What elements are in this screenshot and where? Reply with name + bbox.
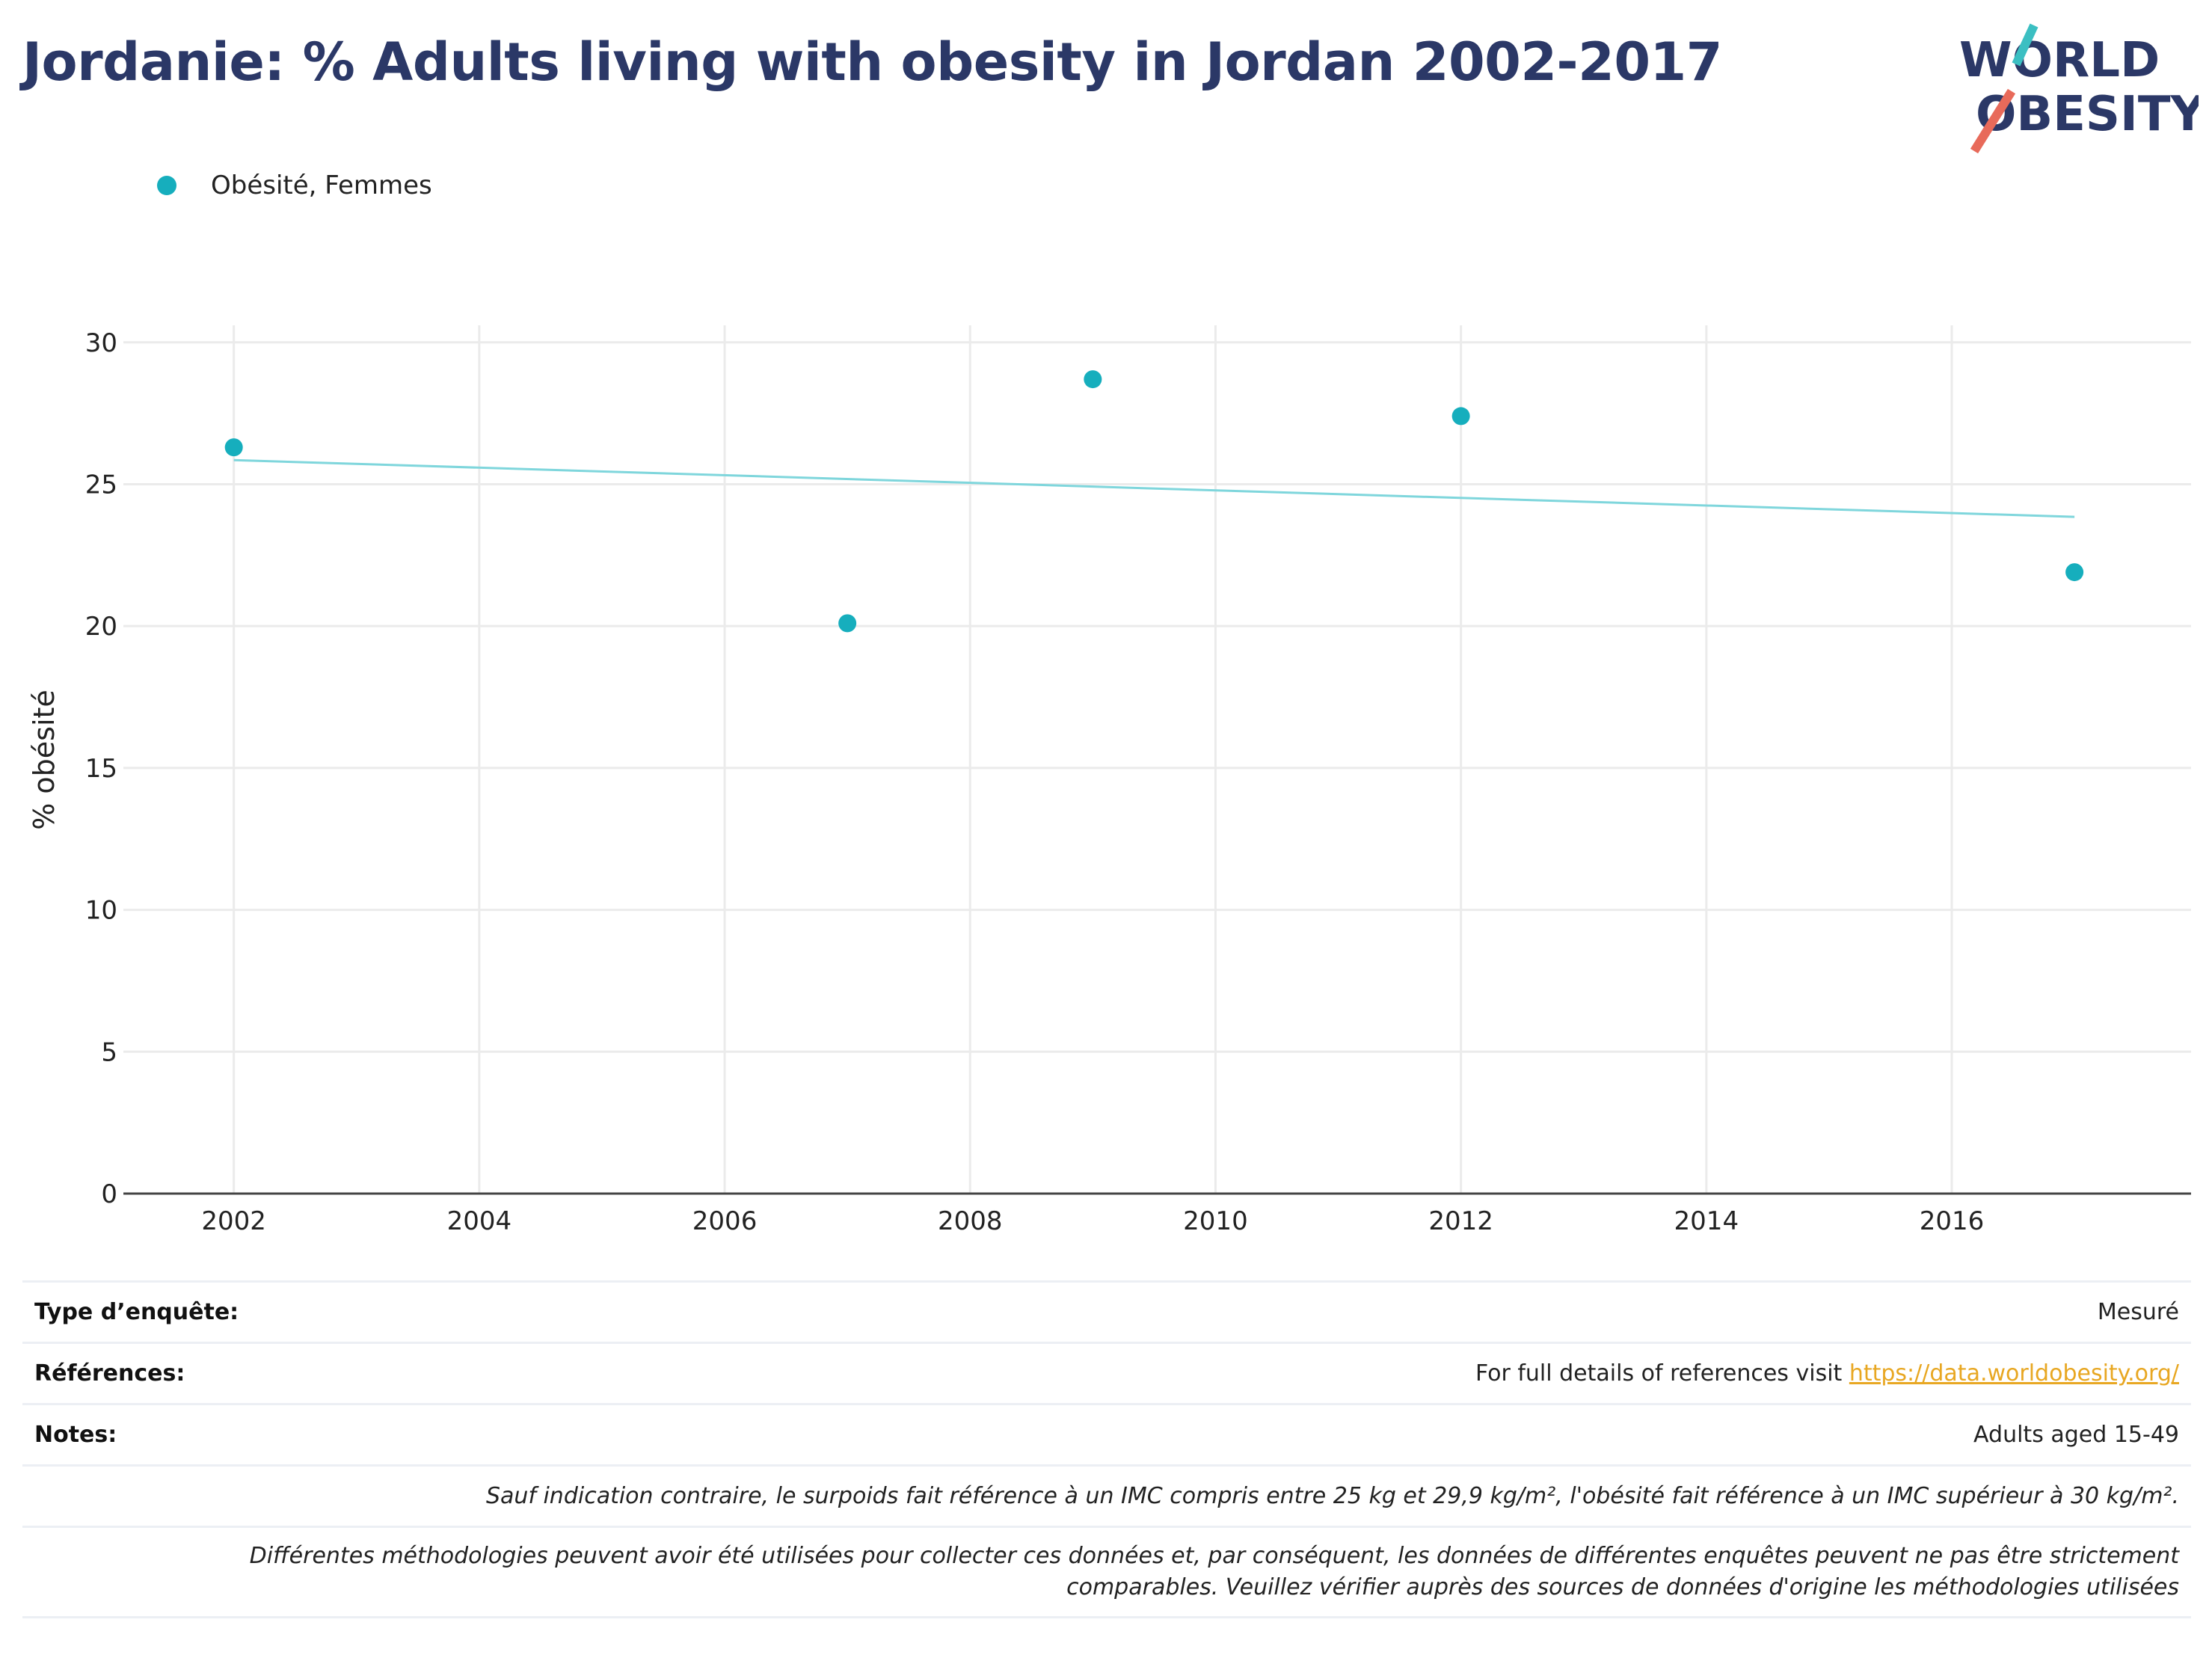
references-link[interactable]: https://data.worldobesity.org/: [1849, 1360, 2179, 1387]
data-point-2017[interactable]: [2065, 563, 2084, 582]
logo-accent-coral: [1970, 88, 2016, 154]
logo-accent-teal: [2012, 23, 2039, 67]
y-tick-label-30: 30: [85, 328, 117, 358]
data-point-2009[interactable]: [1084, 370, 1102, 389]
trend-line: [233, 458, 2075, 518]
legend-marker: [157, 176, 176, 195]
survey-label: Type d’enquête:: [34, 1299, 239, 1325]
world-obesity-logo: WORLD OBESITY: [1959, 23, 2199, 154]
bmi-note: Sauf indication contraire, le surpoids f…: [485, 1483, 2179, 1509]
data-point-2007[interactable]: [838, 614, 857, 633]
x-tick-label-2016: 2016: [1920, 1206, 1985, 1236]
data-points: [224, 370, 2084, 633]
notes-label: Notes:: [34, 1422, 117, 1448]
y-tick-label-15: 15: [85, 754, 117, 784]
legend-label: Obésité, Femmes: [211, 171, 432, 200]
y-tick-label-5: 5: [101, 1037, 117, 1067]
methods-note-line-1: Différentes méthodologies peuvent avoir …: [249, 1543, 2179, 1569]
survey-row: Type d’enquête: Mesuré: [22, 1280, 2191, 1342]
y-tick-label-0: 0: [101, 1179, 117, 1209]
trendline: [233, 458, 2075, 518]
logo-text-world: WORLD: [1959, 33, 2160, 88]
data-point-2002[interactable]: [224, 438, 243, 457]
notes-value: Adults aged 15-49: [1973, 1422, 2179, 1448]
references-value: For full details of references visit htt…: [1475, 1360, 2179, 1387]
x-tick-label-2012: 2012: [1428, 1206, 1493, 1236]
x-tick-label-2006: 2006: [692, 1206, 758, 1236]
info-table: Type d’enquête: Mesuré Références: For f…: [22, 1280, 2191, 1618]
references-row: Références: For full details of referenc…: [22, 1342, 2191, 1403]
y-tick-label-20: 20: [85, 612, 117, 642]
y-tick-label-10: 10: [85, 896, 117, 926]
chart-title: Jordanie: % Adults living with obesity i…: [22, 31, 1722, 93]
survey-value: Mesuré: [2097, 1299, 2179, 1325]
legend[interactable]: Obésité, Femmes: [157, 171, 432, 200]
x-tick-label-2010: 2010: [1183, 1206, 1248, 1236]
methods-note-line-2: comparables. Veuillez vérifier auprès de…: [1066, 1574, 2179, 1600]
y-axis-title: % obésité: [28, 690, 61, 830]
references-prefix: For full details of references visit: [1475, 1360, 1849, 1387]
grid: [123, 325, 2191, 1194]
chart-plot: 2002 2004 2006 2008 2010 2012 2014 2016 0 5 10 15 20…: [28, 325, 2191, 1236]
tick-labels: 2002 2004 2006 2008 2010 2012 2014 2016 0 5 10 15 20…: [85, 328, 1985, 1236]
methods-note: Différentes méthodologies peuvent avoir …: [250, 1541, 2179, 1603]
x-tick-label-2004: 2004: [447, 1206, 512, 1236]
x-tick-label-2014: 2014: [1674, 1206, 1739, 1236]
bmi-note-row: Sauf indication contraire, le surpoids f…: [22, 1464, 2191, 1526]
y-tick-label-25: 25: [85, 470, 117, 500]
methods-note-row: Différentes méthodologies peuvent avoir …: [22, 1526, 2191, 1618]
x-tick-label-2002: 2002: [201, 1206, 266, 1236]
references-label: Références:: [34, 1360, 185, 1387]
x-tick-label-2008: 2008: [938, 1206, 1003, 1236]
data-point-2012[interactable]: [1451, 407, 1470, 426]
notes-row: Notes: Adults aged 15-49: [22, 1403, 2191, 1464]
